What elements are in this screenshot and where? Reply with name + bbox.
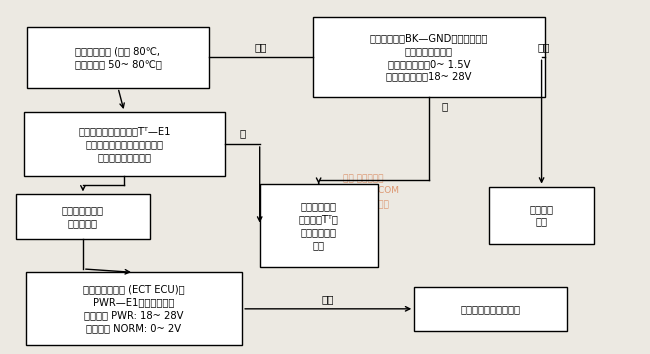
FancyBboxPatch shape bbox=[260, 184, 378, 267]
Text: 将发动机走热 (水温 80℃,
变速器油温 50~ 80℃）: 将发动机走热 (水温 80℃, 变速器油温 50~ 80℃） bbox=[75, 46, 161, 69]
Text: 用数字电压表检查插座Tᵀ—E1
间的电压，当节气门开度变化
时，此电压是否变化: 用数字电压表检查插座Tᵀ—E1 间的电压，当节气门开度变化 时，此电压是否变化 bbox=[78, 126, 170, 162]
Text: 是: 是 bbox=[239, 129, 245, 139]
FancyBboxPatch shape bbox=[27, 27, 209, 88]
Text: 行馶模式选择开关故障: 行馶模式选择开关故障 bbox=[461, 304, 521, 314]
Text: 是: 是 bbox=[441, 101, 448, 111]
Text: 变速器电脑故障
变速器故障: 变速器电脑故障 变速器故障 bbox=[62, 205, 104, 228]
FancyBboxPatch shape bbox=[16, 194, 150, 239]
Text: 维库 电子市场网
www.DZSC.COM
全球最大IC采购网站: 维库 电子市场网 www.DZSC.COM 全球最大IC采购网站 bbox=[327, 174, 400, 208]
Text: 制动信号
故障: 制动信号 故障 bbox=[530, 204, 554, 227]
FancyBboxPatch shape bbox=[25, 273, 242, 345]
FancyBboxPatch shape bbox=[24, 112, 225, 176]
Text: 检查变速器电脑 (ECT ECU)的
PWR—E1接柱间的电压
动力模式 PWR: 18~ 28V
正常模式 NORM: 0~ 2V: 检查变速器电脑 (ECT ECU)的 PWR—E1接柱间的电压 动力模式 PWR… bbox=[83, 285, 185, 333]
Text: 不是: 不是 bbox=[537, 42, 550, 52]
FancyBboxPatch shape bbox=[489, 187, 594, 244]
Text: 节气门位置信
号故障，Tᵀ接
柱线束开路或
短路: 节气门位置信 号故障，Tᵀ接 柱线束开路或 短路 bbox=[299, 201, 339, 250]
FancyBboxPatch shape bbox=[313, 17, 545, 97]
Text: 不是: 不是 bbox=[322, 294, 335, 304]
Text: 变速器电脑的BK—GND端子间电压是
否符合下列数值：
抗起制动踏板：0~ 1.5V
踩下制动踏板：18~ 28V: 变速器电脑的BK—GND端子间电压是 否符合下列数值： 抗起制动踏板：0~ 1.… bbox=[370, 33, 488, 81]
Text: 不是: 不是 bbox=[254, 42, 267, 52]
FancyBboxPatch shape bbox=[414, 287, 567, 331]
